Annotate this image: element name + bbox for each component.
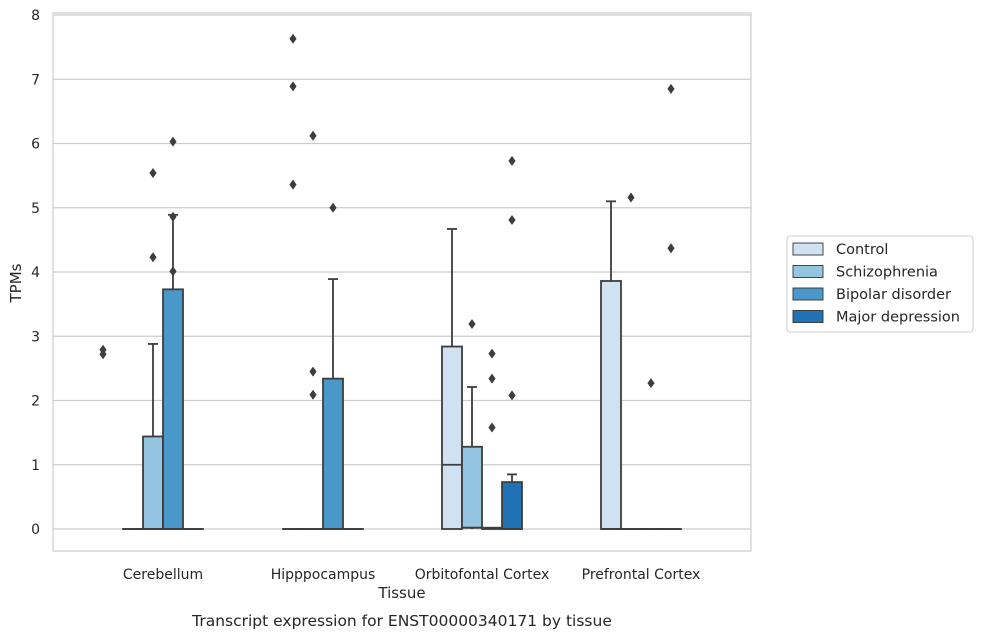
- y-tick-label-8: 8: [31, 8, 40, 24]
- box-body-12: [600, 280, 622, 530]
- y-tick-label-2: 2: [31, 394, 40, 410]
- outlier-4-2: [289, 33, 297, 44]
- box-body-1: [142, 435, 164, 530]
- y-tick-label-1: 1: [31, 458, 40, 474]
- legend: Control Schizophrenia Bipolar disorder Majo…: [786, 235, 974, 333]
- outlier-5-2: [309, 130, 317, 141]
- outlier-10-0: [488, 422, 496, 433]
- box-body-8: [441, 345, 463, 530]
- outlier-11-2: [508, 155, 516, 166]
- legend-label-2: Bipolar disorder: [836, 287, 951, 303]
- outlier-2-0: [169, 266, 177, 277]
- legend-frame: [786, 235, 974, 333]
- legend-swatch-1: [792, 265, 824, 278]
- legend-label-0: Control: [836, 242, 888, 258]
- outlier-15-1: [667, 83, 675, 94]
- box-8: [441, 228, 463, 530]
- outlier-10-2: [488, 348, 496, 359]
- outlier-2-2: [169, 136, 177, 147]
- legend-label-3: Major depression: [836, 310, 960, 326]
- outlier-5-1: [309, 366, 317, 377]
- box-body-9: [461, 445, 483, 529]
- box-body-2: [162, 288, 184, 530]
- box-9: [461, 386, 483, 529]
- x-tick-labels: Cerebellum Hipppocampus Orbitofontal Corte…: [123, 567, 700, 583]
- y-tick-label-4: 4: [31, 265, 40, 281]
- extra-outlier-0-1: [99, 344, 107, 355]
- y-tick-labels: 0 1 2 3 4 5 6 7 8: [31, 8, 40, 538]
- y-tick-label-0: 0: [31, 522, 40, 538]
- outlier-11-0: [508, 390, 516, 401]
- box-12: [600, 200, 622, 530]
- y-axis-label: TPMs: [7, 263, 25, 303]
- chart-caption: Transcript expression for ENST0000034017…: [191, 612, 612, 630]
- y-tick-label-5: 5: [31, 201, 40, 217]
- box-body-11: [501, 481, 523, 530]
- box-body-6: [322, 377, 344, 530]
- y-tick-label-6: 6: [31, 137, 40, 153]
- outlier-11-1: [508, 214, 516, 225]
- x-tick-label-2: Orbitofontal Cortex: [415, 567, 550, 583]
- outlier-14-0: [647, 378, 655, 389]
- outlier-4-0: [289, 179, 297, 190]
- box-2: [162, 213, 184, 530]
- outlier-2-1: [169, 211, 177, 222]
- x-tick-label-1: Hipppocampus: [271, 567, 376, 583]
- x-tick-label-0: Cerebellum: [123, 567, 203, 583]
- legend-swatch-3: [792, 310, 824, 323]
- legend-swatch-0: [792, 242, 824, 256]
- outlier-15-0: [667, 243, 675, 254]
- legend-swatch-2: [792, 287, 824, 301]
- y-tick-label-3: 3: [31, 329, 40, 345]
- box-6: [322, 278, 344, 530]
- outlier-1-0: [149, 252, 157, 263]
- outlier-6-0: [329, 202, 337, 213]
- box-10: [481, 526, 503, 530]
- outlier-10-1: [488, 373, 496, 384]
- outlier-1-1: [149, 168, 157, 179]
- outlier-9-0: [468, 319, 476, 330]
- outliers: [99, 33, 675, 433]
- outlier-4-1: [289, 81, 297, 92]
- outlier-5-0: [309, 389, 317, 400]
- x-tick-label-3: Prefrontal Cortex: [582, 567, 701, 583]
- x-axis-label: Tissue: [377, 584, 425, 602]
- y-tick-label-7: 7: [31, 72, 40, 88]
- legend-label-1: Schizophrenia: [836, 265, 938, 281]
- boxes: [122, 200, 682, 530]
- box-11: [501, 473, 523, 530]
- outlier-13-0: [627, 192, 635, 203]
